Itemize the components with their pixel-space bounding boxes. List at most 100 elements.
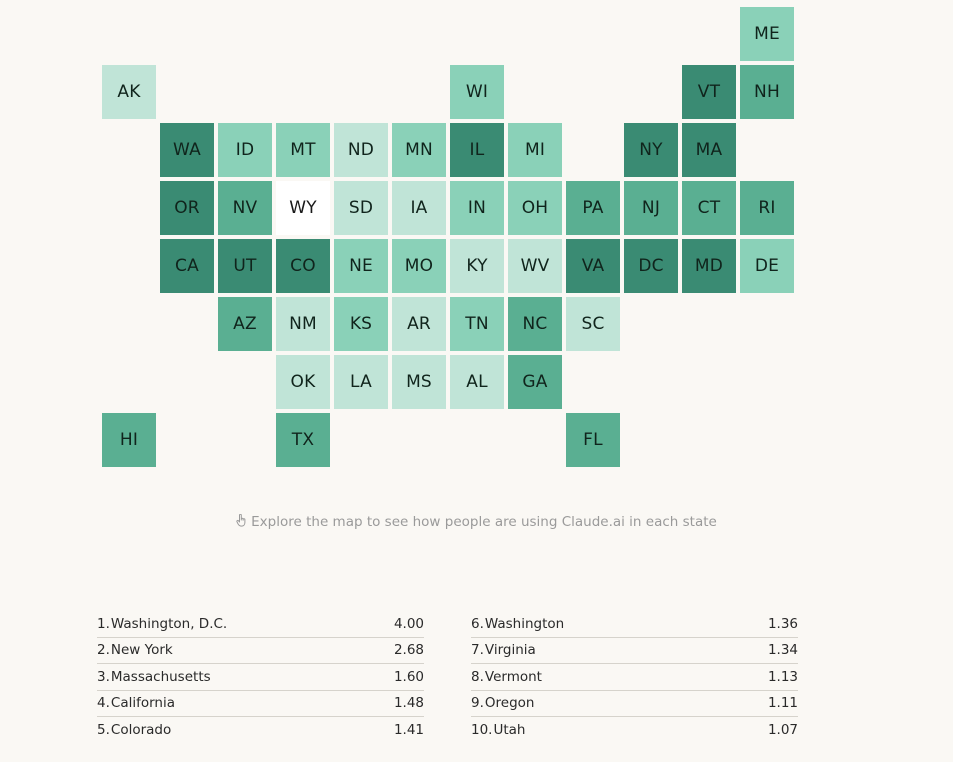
ranking-rank: 2. — [97, 642, 110, 659]
ranking-label: 9. Oregon — [471, 695, 534, 711]
state-tile-nv[interactable]: NV — [218, 181, 272, 235]
ranking-state-name: New York — [110, 642, 173, 659]
state-tile-mn[interactable]: MN — [392, 123, 446, 177]
state-tile-ne[interactable]: NE — [334, 239, 388, 293]
state-tile-ca[interactable]: CA — [160, 239, 214, 293]
state-tile-nd[interactable]: ND — [334, 123, 388, 177]
state-tile-fl[interactable]: FL — [566, 413, 620, 467]
state-tile-ar[interactable]: AR — [392, 297, 446, 351]
ranking-value: 1.34 — [767, 642, 798, 659]
state-tile-or[interactable]: OR — [160, 181, 214, 235]
state-tile-pa[interactable]: PA — [566, 181, 620, 235]
ranking-label: 10. Utah — [471, 722, 526, 738]
ranking-state-name: California — [110, 695, 175, 712]
state-tile-dc[interactable]: DC — [624, 239, 678, 293]
state-tile-ia[interactable]: IA — [392, 181, 446, 235]
ranking-state-name: Washington — [484, 615, 565, 632]
state-tile-mt[interactable]: MT — [276, 123, 330, 177]
hand-pointer-icon — [236, 513, 247, 529]
state-tile-wa[interactable]: WA — [160, 123, 214, 177]
ranking-label: 7. Virginia — [471, 642, 536, 658]
ranking-rank: 4. — [97, 695, 110, 712]
ranking-state-name: Vermont — [484, 668, 542, 685]
state-tile-map: ME AK WI VT NH WA ID MT ND MN IL MI NY MA OR NV WY SD IA IN… — [102, 7, 794, 467]
ranking-value: 1.48 — [393, 695, 424, 712]
ranking-row: 5. Colorado 1.41 — [97, 717, 424, 744]
ranking-value: 1.13 — [767, 668, 798, 685]
rankings-left-column: 1. Washington, D.C. 4.00 2. New York 2.68 3. Ma… — [97, 611, 424, 744]
ranking-row: 4. California 1.48 — [97, 691, 424, 717]
ranking-state-name: Colorado — [110, 722, 172, 739]
state-tile-vt[interactable]: VT — [682, 65, 736, 119]
state-tile-in[interactable]: IN — [450, 181, 504, 235]
ranking-row: 9. Oregon 1.11 — [471, 691, 798, 717]
state-tile-ny[interactable]: NY — [624, 123, 678, 177]
ranking-value: 1.60 — [393, 668, 424, 685]
ranking-value: 1.41 — [393, 722, 424, 739]
state-tile-ky[interactable]: KY — [450, 239, 504, 293]
state-tile-al[interactable]: AL — [450, 355, 504, 409]
ranking-rank: 7. — [471, 642, 484, 659]
state-tile-md[interactable]: MD — [682, 239, 736, 293]
rankings-right-column: 6. Washington 1.36 7. Virginia 1.34 8. Vermont 1… — [471, 611, 798, 744]
state-tile-tn[interactable]: TN — [450, 297, 504, 351]
ranking-state-name: Massachusetts — [110, 668, 211, 685]
state-tile-il[interactable]: IL — [450, 123, 504, 177]
ranking-row: 1. Washington, D.C. 4.00 — [97, 611, 424, 638]
ranking-state-name: Oregon — [484, 695, 535, 712]
ranking-rank: 9. — [471, 695, 484, 712]
state-tile-wi[interactable]: WI — [450, 65, 504, 119]
ranking-row: 2. New York 2.68 — [97, 638, 424, 664]
ranking-rank: 8. — [471, 668, 484, 685]
state-tile-va[interactable]: VA — [566, 239, 620, 293]
map-hint-text: Explore the map to see how people are us… — [251, 514, 717, 530]
state-tile-me[interactable]: ME — [740, 7, 794, 61]
ranking-value: 1.36 — [767, 615, 798, 632]
state-tile-nj[interactable]: NJ — [624, 181, 678, 235]
state-tile-co[interactable]: CO — [276, 239, 330, 293]
ranking-rank: 5. — [97, 722, 110, 739]
ranking-state-name: Virginia — [484, 642, 536, 659]
ranking-row: 8. Vermont 1.13 — [471, 664, 798, 691]
state-tile-nc[interactable]: NC — [508, 297, 562, 351]
state-tile-de[interactable]: DE — [740, 239, 794, 293]
ranking-row: 10. Utah 1.07 — [471, 717, 798, 744]
state-tile-id[interactable]: ID — [218, 123, 272, 177]
state-tile-mo[interactable]: MO — [392, 239, 446, 293]
ranking-label: 1. Washington, D.C. — [97, 616, 227, 632]
ranking-label: 4. California — [97, 695, 175, 711]
ranking-label: 5. Colorado — [97, 722, 171, 738]
state-tile-la[interactable]: LA — [334, 355, 388, 409]
state-tile-ct[interactable]: CT — [682, 181, 736, 235]
state-tile-hi[interactable]: HI — [102, 413, 156, 467]
ranking-row: 7. Virginia 1.34 — [471, 638, 798, 664]
ranking-state-name: Utah — [493, 722, 526, 739]
state-tile-sc[interactable]: SC — [566, 297, 620, 351]
map-hint: Explore the map to see how people are us… — [0, 513, 953, 530]
state-tile-wv[interactable]: WV — [508, 239, 562, 293]
state-tile-sd[interactable]: SD — [334, 181, 388, 235]
ranking-rank: 10. — [471, 722, 493, 739]
state-tile-ri[interactable]: RI — [740, 181, 794, 235]
ranking-row: 3. Massachusetts 1.60 — [97, 664, 424, 691]
state-tile-mi[interactable]: MI — [508, 123, 562, 177]
ranking-rank: 1. — [97, 615, 110, 632]
state-tile-ok[interactable]: OK — [276, 355, 330, 409]
state-tile-ak[interactable]: AK — [102, 65, 156, 119]
state-tile-ma[interactable]: MA — [682, 123, 736, 177]
ranking-label: 2. New York — [97, 642, 173, 658]
ranking-rank: 3. — [97, 668, 110, 685]
state-tile-oh[interactable]: OH — [508, 181, 562, 235]
state-tile-az[interactable]: AZ — [218, 297, 272, 351]
state-tile-nm[interactable]: NM — [276, 297, 330, 351]
state-tile-ks[interactable]: KS — [334, 297, 388, 351]
state-tile-ut[interactable]: UT — [218, 239, 272, 293]
state-tile-tx[interactable]: TX — [276, 413, 330, 467]
state-tile-ms[interactable]: MS — [392, 355, 446, 409]
ranking-value: 2.68 — [393, 642, 424, 659]
state-tile-ga[interactable]: GA — [508, 355, 562, 409]
ranking-value: 4.00 — [393, 615, 424, 632]
ranking-row: 6. Washington 1.36 — [471, 611, 798, 638]
state-tile-wy[interactable]: WY — [276, 181, 330, 235]
state-tile-nh[interactable]: NH — [740, 65, 794, 119]
